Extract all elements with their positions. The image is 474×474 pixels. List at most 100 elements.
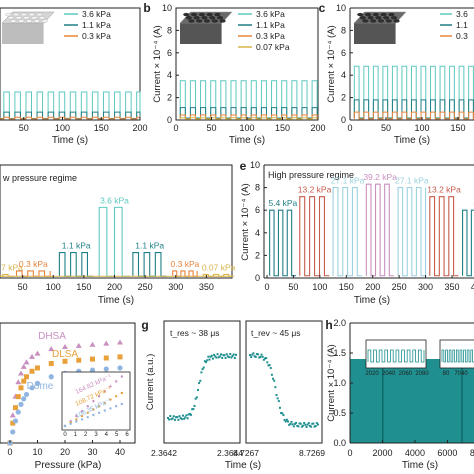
panel-f-inset-x-tick: 3 bbox=[94, 432, 98, 438]
panel-g-point bbox=[198, 382, 201, 385]
panel-g-point bbox=[168, 418, 171, 421]
panel-g-point bbox=[232, 353, 235, 356]
device-dome bbox=[31, 16, 38, 20]
panel-g-point bbox=[214, 355, 217, 358]
device-dome bbox=[15, 16, 22, 20]
panel-d-segment-line bbox=[132, 252, 167, 277]
device-dome bbox=[370, 19, 377, 23]
panel-g-point bbox=[177, 418, 180, 421]
device-dome bbox=[219, 19, 226, 23]
panel-c-y-axis-label: Current × 10⁻⁴ (A) bbox=[326, 25, 337, 102]
device-dome bbox=[193, 16, 200, 20]
panel-f-point bbox=[35, 365, 40, 371]
panel-c-series-line bbox=[353, 111, 474, 120]
panel-g-point bbox=[272, 377, 275, 380]
panel-g-point bbox=[187, 413, 190, 416]
panel-f-point bbox=[18, 401, 24, 407]
device-dome bbox=[214, 12, 221, 17]
panel-g-point bbox=[185, 414, 188, 417]
panel-f-point bbox=[23, 359, 30, 365]
device-dome bbox=[33, 19, 40, 23]
panel-f-point bbox=[29, 368, 35, 374]
panel-b-legend-label: 3.6 kPa bbox=[256, 9, 285, 19]
x-tick-label: 0 bbox=[264, 282, 269, 292]
panel-g-annotation: t_rev ~ 45 μs bbox=[251, 328, 301, 338]
panel-g-point bbox=[194, 397, 197, 400]
panel-g-point bbox=[287, 420, 290, 423]
panel-g-point bbox=[222, 354, 225, 357]
device-dome bbox=[41, 19, 48, 23]
panel-g-annotation: t_res ~ 38 μs bbox=[170, 328, 220, 338]
device-dome bbox=[364, 12, 372, 17]
panel-g-point bbox=[235, 353, 237, 356]
device-dome bbox=[10, 19, 17, 23]
panel-g-point bbox=[224, 356, 227, 359]
panel-b-letter: b bbox=[143, 1, 150, 15]
panel-g-point bbox=[257, 353, 260, 356]
panel-f-inset-x-tick: 0 bbox=[63, 432, 67, 438]
panel-e-segment-label: 39.2 kPa bbox=[363, 172, 397, 182]
panel-g-x-tick-label: 2.3644 bbox=[217, 448, 243, 458]
panel-f-inset-point bbox=[69, 422, 72, 425]
panel-f-point bbox=[117, 365, 123, 371]
panel-g-point bbox=[254, 355, 257, 358]
panel-d-segment-label: 7 kPa bbox=[1, 262, 23, 272]
panel-g-point bbox=[188, 412, 191, 415]
panel-f-point bbox=[62, 358, 68, 364]
panel-g-point bbox=[208, 358, 211, 361]
panel-h-inset-tick: 2080 bbox=[415, 371, 429, 377]
device-dome bbox=[375, 16, 382, 20]
panel-f-inset-point bbox=[80, 414, 84, 418]
panel-g-point bbox=[196, 388, 199, 391]
panel-g-point bbox=[203, 360, 206, 363]
panel-f-point bbox=[103, 355, 109, 361]
panel-f-inset-x-tick: 6 bbox=[125, 432, 129, 438]
x-tick-label: 150 bbox=[275, 123, 290, 133]
panel-g-point bbox=[281, 412, 284, 415]
panel-d-segment-label: 0.3 kPa bbox=[19, 259, 48, 269]
x-tick-label: 100 bbox=[55, 123, 70, 133]
panel-g-point bbox=[296, 424, 299, 427]
panel-g-point bbox=[171, 417, 174, 420]
panel-g-point bbox=[302, 424, 305, 427]
x-tick-label: 0 bbox=[347, 448, 352, 458]
x-tick-label: 300 bbox=[168, 282, 183, 292]
panel-g-point bbox=[258, 356, 261, 359]
device-dome bbox=[357, 12, 364, 17]
panel-d-title: w pressure regime bbox=[2, 173, 77, 183]
y-tick-label: 10 bbox=[162, 3, 172, 13]
panel-g-left-frame bbox=[163, 320, 241, 444]
panel-h-y-axis-label: Current × 10⁻⁴ (A) bbox=[326, 344, 337, 421]
panel-g-point bbox=[228, 356, 231, 359]
panel-h-inset-tick: 2020 bbox=[365, 371, 379, 377]
y-tick-label: 4 bbox=[341, 70, 346, 80]
x-tick-label: 0 bbox=[347, 123, 352, 133]
panel-g-point bbox=[207, 355, 210, 358]
x-tick-label: 100 bbox=[46, 282, 61, 292]
x-tick-label: 50 bbox=[19, 123, 29, 133]
panel-a-legend-label: 0.3 kPa bbox=[82, 31, 111, 41]
panel-f-inset-point bbox=[97, 411, 101, 414]
panel-g-point bbox=[215, 356, 218, 359]
panel-f-point bbox=[34, 380, 41, 386]
device-dome bbox=[367, 16, 374, 20]
panel-f-point bbox=[15, 394, 21, 400]
x-tick-label: 0 bbox=[173, 123, 178, 133]
panel-g-point bbox=[178, 415, 181, 418]
panel-g-point bbox=[291, 423, 294, 426]
x-tick-label: 150 bbox=[450, 123, 465, 133]
device-dome bbox=[362, 19, 369, 23]
panel-f-inset-point bbox=[109, 398, 112, 401]
panel-e-segment-line bbox=[269, 209, 297, 277]
device-dome bbox=[5, 12, 12, 17]
device-dome bbox=[206, 12, 213, 17]
panel-g-point bbox=[230, 356, 233, 359]
y-tick-label: 10 bbox=[336, 3, 346, 13]
device-dome bbox=[211, 19, 218, 23]
panel-g-point bbox=[206, 359, 209, 362]
panel-g-point bbox=[253, 355, 256, 358]
panel-d-segment-label: 0.3 kPa bbox=[171, 259, 200, 269]
panel-f-inset-point bbox=[103, 401, 106, 405]
x-tick-label: 30 bbox=[87, 447, 97, 457]
panel-f-inset-frame bbox=[61, 371, 131, 431]
